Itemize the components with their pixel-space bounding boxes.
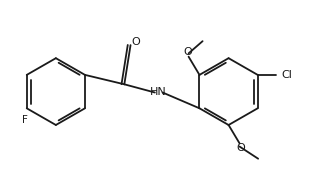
- Text: O: O: [132, 37, 140, 47]
- Text: HN: HN: [150, 87, 167, 97]
- Text: Cl: Cl: [281, 70, 292, 80]
- Text: O: O: [236, 143, 245, 153]
- Text: F: F: [22, 115, 28, 125]
- Text: O: O: [183, 47, 192, 57]
